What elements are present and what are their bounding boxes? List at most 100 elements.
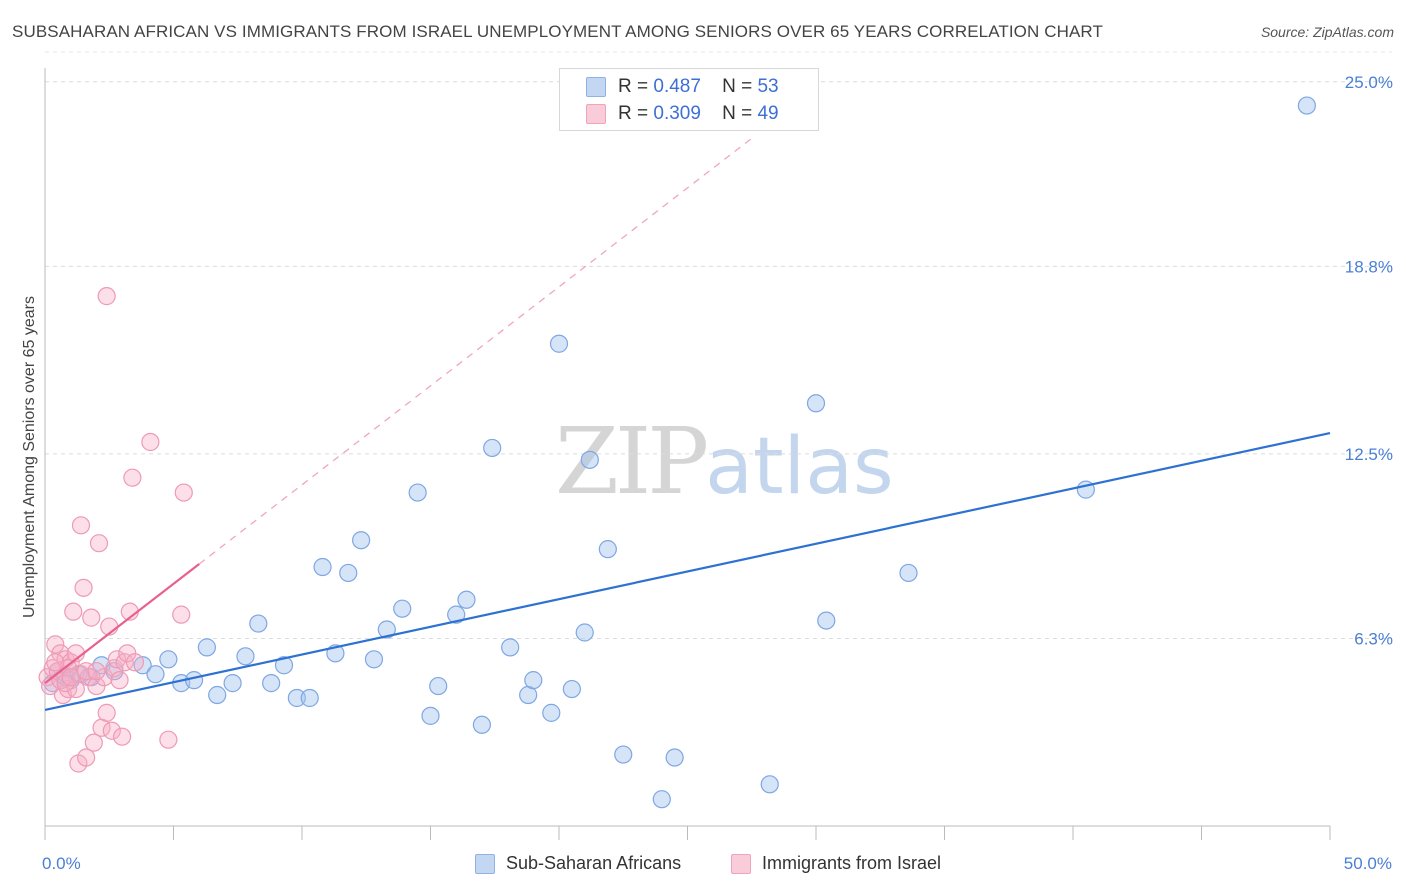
- data-point: [141, 432, 160, 452]
- series-legend: Sub-Saharan Africans Immigrants from Isr…: [0, 852, 1406, 876]
- chart-title: SUBSAHARAN AFRICAN VS IMMIGRANTS FROM IS…: [12, 22, 1103, 41]
- data-point: [447, 605, 466, 624]
- data-point: [542, 703, 561, 722]
- israel-trend-extension: [198, 137, 753, 565]
- data-point: [899, 563, 918, 583]
- data-point: [223, 674, 242, 693]
- data-point: [1297, 96, 1316, 115]
- sub-saharan-points: [43, 96, 1316, 809]
- data-point: [71, 516, 91, 535]
- data-point: [46, 653, 65, 672]
- data-point: [125, 653, 145, 672]
- data-point: [97, 287, 116, 306]
- legend-n-value: 53: [757, 76, 779, 97]
- data-point: [64, 602, 83, 621]
- legend-label-israel: Immigrants from Israel: [762, 853, 942, 873]
- data-point: [339, 563, 358, 583]
- y-tick-label: 18.8%: [1345, 257, 1393, 276]
- data-point: [364, 650, 384, 669]
- data-point: [408, 483, 427, 502]
- data-point: [429, 676, 448, 696]
- watermark-zip: ZIP: [555, 408, 709, 515]
- sub-saharan-trend-line: [44, 431, 1331, 711]
- legend-r-value: 0.487: [653, 76, 701, 97]
- data-point: [549, 334, 569, 353]
- data-point: [172, 605, 191, 624]
- legend-n-value: 49: [757, 103, 779, 124]
- data-point: [66, 679, 85, 699]
- data-point: [236, 647, 255, 666]
- data-point: [249, 614, 268, 633]
- x-tick-label: 0.0%: [42, 854, 81, 873]
- legend-r-label: R =: [618, 76, 649, 97]
- legend-n-label: N =: [722, 103, 753, 124]
- data-point: [146, 665, 165, 684]
- data-point: [82, 608, 101, 627]
- legend-n-label: N =: [722, 76, 753, 97]
- data-point: [313, 557, 332, 577]
- source-label: Source: ZipAtlas.com: [1260, 24, 1394, 40]
- data-point: [274, 656, 294, 675]
- data-point: [112, 727, 132, 746]
- data-point: [110, 671, 129, 690]
- correlation-legend: R = 0.487 N = 53 R = 0.309 N = 49: [559, 68, 819, 131]
- data-point: [159, 730, 178, 749]
- data-point: [89, 534, 109, 553]
- data-point: [614, 745, 633, 764]
- legend-label-sub-saharan: Sub-Saharan Africans: [506, 853, 682, 873]
- legend-swatch-sub-saharan: [475, 854, 495, 874]
- data-point: [457, 590, 476, 609]
- data-point: [159, 650, 178, 669]
- legend-row-blue: R = 0.487 N = 53: [618, 76, 779, 98]
- data-point: [817, 611, 836, 630]
- data-point: [575, 623, 594, 642]
- legend-r-label: R =: [618, 103, 649, 124]
- data-point: [51, 644, 70, 663]
- data-point: [352, 531, 371, 550]
- x-tick-label: 50.0%: [1344, 854, 1392, 873]
- y-tick-label: 6.3%: [1354, 629, 1393, 648]
- data-point: [97, 703, 116, 722]
- legend-swatch-israel: [731, 854, 751, 874]
- data-point: [87, 662, 106, 681]
- data-point: [84, 733, 103, 752]
- data-point: [665, 748, 684, 767]
- data-point: [208, 685, 227, 705]
- legend-swatch-blue: [586, 77, 606, 97]
- data-point: [77, 748, 96, 767]
- watermark-atlas: atlas: [705, 422, 894, 512]
- data-point: [102, 721, 121, 740]
- data-point: [760, 775, 779, 794]
- data-point: [262, 674, 281, 693]
- legend-r-value: 0.309: [653, 103, 701, 124]
- data-point: [61, 668, 80, 687]
- data-point: [377, 620, 396, 639]
- data-point: [123, 468, 142, 487]
- y-tick-label: 12.5%: [1345, 445, 1393, 464]
- data-point: [287, 688, 306, 708]
- data-point: [806, 394, 826, 413]
- data-point: [300, 688, 319, 708]
- data-point: [580, 450, 599, 469]
- israel-points: [38, 287, 193, 773]
- data-point: [197, 638, 217, 657]
- data-point: [562, 679, 581, 699]
- y-tick-label: 25.0%: [1345, 73, 1393, 92]
- watermark: ZIPatlas: [555, 408, 894, 515]
- data-point: [501, 638, 520, 657]
- legend-row-pink: R = 0.309 N = 49: [618, 103, 779, 125]
- israel-trend-line: [44, 563, 200, 684]
- data-point: [652, 790, 671, 809]
- data-point: [77, 662, 96, 681]
- data-point: [393, 599, 412, 618]
- legend-swatch-pink: [586, 104, 606, 124]
- data-point: [472, 715, 491, 734]
- data-point: [56, 674, 75, 693]
- data-point: [421, 706, 440, 725]
- data-point: [174, 483, 193, 502]
- data-point: [524, 671, 543, 690]
- data-point: [598, 540, 617, 559]
- data-point: [74, 578, 93, 597]
- data-point: [483, 438, 502, 458]
